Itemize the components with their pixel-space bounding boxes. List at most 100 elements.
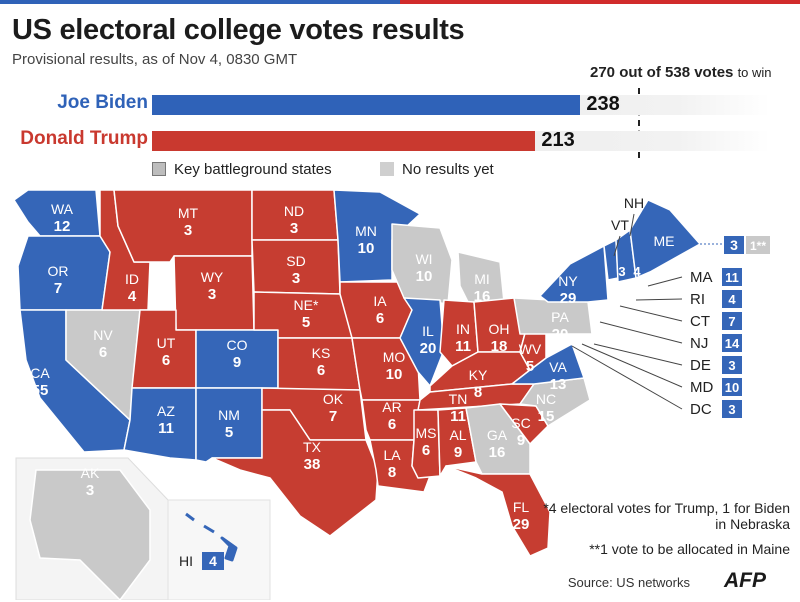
state-votes-vt: 3 [618,264,625,279]
small-state-votes-dc: 3 [728,402,735,417]
small-state-line-ct [619,305,683,322]
small-state-code-md: MD [690,379,713,396]
trump-bar [152,131,536,151]
state-votes-ia: 6 [376,310,384,327]
state-votes-ks: 6 [317,362,325,379]
small-state-code-dc: DC [690,401,712,418]
state-fl [445,465,551,557]
small-state-line-dc [571,345,683,410]
state-votes-mt: 3 [184,222,192,239]
footnote-maine: **1 vote to be allocated in Maine [589,541,790,557]
threshold-line [638,88,640,158]
source-note: Source: US networks [567,575,690,590]
biden-votes: 238 [586,93,620,115]
state-code-mn: MN [355,223,377,239]
state-ny [539,245,609,303]
state-code-ny: NY [558,273,578,289]
state-votes-nd: 3 [290,220,298,237]
state-votes-in: 11 [455,338,471,355]
small-state-code-ct: CT [690,313,710,330]
state-code-wa: WA [51,201,74,217]
state-votes-fl: 29 [513,516,530,533]
small-state-votes-nj: 14 [725,336,740,351]
state-code-ut: UT [157,335,176,351]
state-code-ne: NE* [294,297,319,313]
us-map: WA12OR7CA55NV6ID4MT3WY3UT6AZ11CO9NM5ND3S… [13,189,770,600]
small-state-box-nj [722,334,742,352]
state-code-me: ME [654,233,675,249]
state-votes-ny: 29 [560,290,577,307]
state-code-tn: TN [449,391,468,407]
state-votes-wv: 5 [526,358,534,375]
state-votes-me: 3 [730,237,738,253]
small-state-box-ct [722,312,742,330]
small-state-votes-ri: 4 [728,292,736,307]
state-code-nc: NC [536,391,556,407]
small-state-line-de [593,343,683,366]
small-state-code-ma: MA [690,269,713,286]
state-votes-pa: 20 [552,326,569,343]
state-votes-hi: 4 [209,553,217,569]
afp-logo: AFP [724,569,766,592]
state-il [399,297,445,387]
small-state-box-ma [722,268,742,286]
hawaii-inset [167,499,271,600]
state-votes-tx: 38 [304,456,321,473]
state-votes-mn: 10 [358,240,375,257]
small-state-box-dc [722,400,742,418]
small-state-line-nj [599,321,683,344]
biden-label: Joe Biden [57,92,148,113]
state-votes-wa: 12 [54,218,71,235]
state-code-ms: MS [416,425,437,441]
vt-callout-line [613,235,621,257]
state-votes-ar: 6 [388,416,396,433]
state-code-az: AZ [157,403,175,419]
state-votes-az: 11 [158,420,174,437]
state-code-ga: GA [487,427,508,443]
state-code-mt: MT [178,205,199,221]
state-votes-ne: 5 [302,314,310,331]
me-pending-box [746,236,770,254]
small-state-box-de [722,356,742,374]
legend-label-battleground: Key battleground states [174,161,332,178]
state-code-id: ID [125,271,139,287]
legend-battleground: Key battleground states [152,161,332,178]
small-state-code-ri: RI [690,291,705,308]
trump-label: Donald Trump [20,128,148,149]
state-code-oh: OH [489,321,510,337]
state-votes-va: 13 [550,376,567,393]
state-code-pa: PA [551,309,569,325]
state-code-vt: VT [611,217,629,233]
trump-votes: 213 [541,129,575,151]
state-code-wy: WY [201,269,224,285]
state-votes-sd: 3 [292,270,300,287]
state-votes-ky: 8 [474,384,482,401]
state-votes-tn: 11 [450,408,466,425]
state-ak [29,469,151,600]
legend-label-no-results: No results yet [402,161,494,178]
small-state-votes-ct: 7 [728,314,735,329]
state-votes-nh: 4 [633,264,641,279]
state-code-wv: WV [519,341,542,357]
state-code-mo: MO [383,349,406,365]
state-code-fl: FL [513,499,530,515]
state-code-co: CO [227,337,248,353]
small-state-box-md [722,378,742,396]
small-state-code-de: DE [690,357,711,374]
threshold-tail: to win [737,65,772,80]
state-votes-nc: 15 [538,408,555,425]
state-votes-al: 9 [454,444,462,461]
state-votes-wi: 10 [416,268,433,285]
biden-bar [152,95,581,115]
top-accent-line [0,0,800,4]
nh-callout-line [629,213,635,237]
state-code-ak: AK [81,465,100,481]
win-threshold-label: 270 out of 538 votes to win [590,64,772,81]
state-code-sd: SD [286,253,305,269]
state-tx [211,409,379,537]
small-state-votes-md: 10 [725,380,739,395]
small-state-line-md [581,343,683,388]
state-votes-id: 4 [128,288,137,305]
state-code-nv: NV [93,327,113,343]
state-votes-co: 9 [233,354,241,371]
